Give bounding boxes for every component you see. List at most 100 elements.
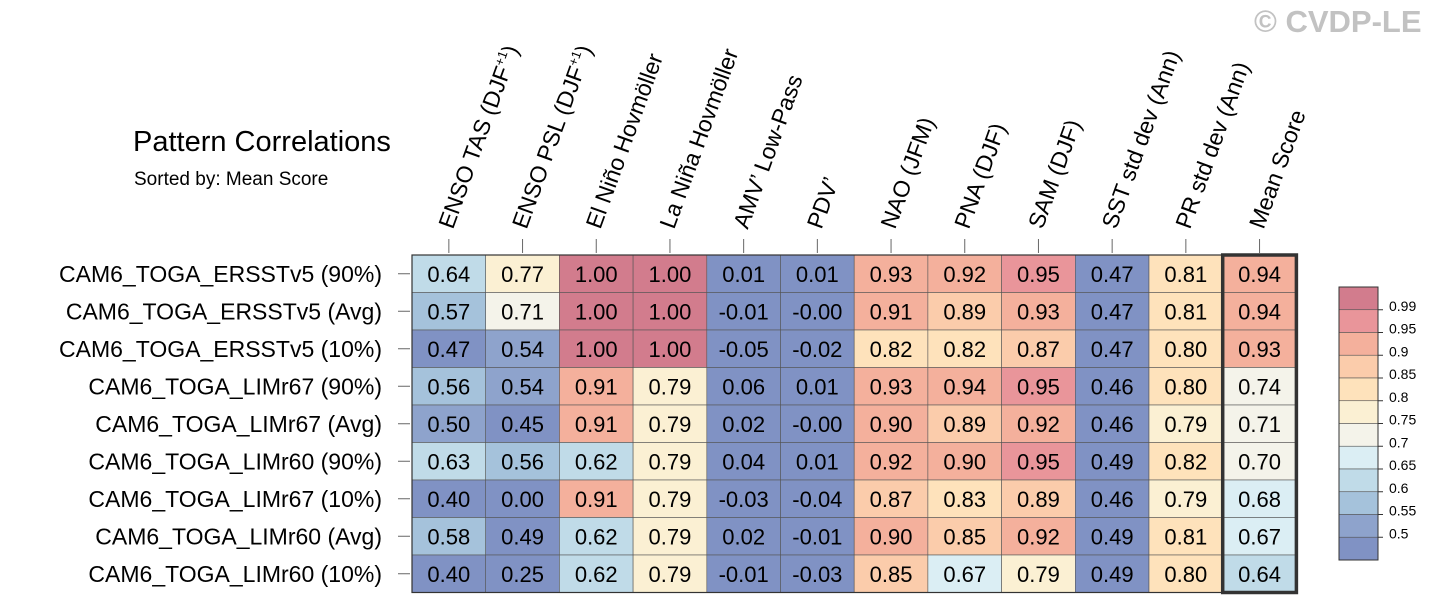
colorbar-segment (1338, 354, 1379, 379)
cell-value: 0.92 (1017, 524, 1060, 549)
cell-value: 0.82 (1164, 449, 1207, 474)
heatmap-cell (1148, 292, 1223, 331)
colorbar-segment (1338, 468, 1379, 493)
cell-value: 0.89 (943, 412, 986, 437)
colorbar-label: 0.9 (1389, 343, 1409, 359)
cell-value: 0.79 (649, 487, 692, 512)
cell-value: 0.04 (722, 449, 765, 474)
heatmap-cell (780, 442, 855, 481)
cell-value: 0.74 (1238, 374, 1281, 399)
cell-value: 0.64 (1238, 562, 1281, 587)
column-label: SAM (DJF) (1023, 116, 1086, 232)
cell-value: 0.89 (943, 299, 986, 324)
cell-value: 0.58 (427, 524, 470, 549)
cell-value: 0.92 (870, 449, 913, 474)
cell-value: 0.01 (796, 449, 839, 474)
chart-title: Pattern Correlations (133, 126, 391, 158)
cell-value: -0.02 (792, 337, 842, 362)
cell-value: 0.79 (649, 449, 692, 474)
heatmap-cell (853, 517, 929, 556)
cell-value: 0.06 (722, 374, 765, 399)
heatmap-cell (411, 554, 486, 593)
colorbar-label: 0.85 (1389, 366, 1416, 382)
heatmap-cell (1222, 292, 1297, 331)
cell-value: 0.91 (575, 412, 618, 437)
heatmap-cell (853, 367, 929, 406)
heatmap-cell (559, 554, 634, 593)
heatmap-cell (485, 254, 560, 293)
heatmap-cell (632, 442, 708, 481)
heatmap-cell (1148, 254, 1223, 293)
heatmap-cell (780, 517, 855, 556)
cell-value: 0.91 (575, 487, 618, 512)
heatmap-cell (927, 254, 1002, 293)
cell-value: 0.02 (722, 412, 765, 437)
heatmap-cell (780, 404, 855, 443)
cell-value: 0.79 (1164, 412, 1207, 437)
colorbar-label: 0.7 (1389, 434, 1409, 450)
column-label: ENSO PSL (DJF+1) (507, 42, 597, 232)
cell-value: 0.79 (649, 524, 692, 549)
heatmap-cell (411, 404, 486, 443)
colorbar-segment (1338, 491, 1379, 515)
heatmap-cell (1075, 329, 1150, 368)
cell-value: 0.56 (427, 374, 470, 399)
heatmap-cell (853, 292, 929, 331)
heatmap-cell (706, 479, 781, 518)
heatmap-cell (780, 329, 855, 368)
heatmap-cell (559, 292, 634, 331)
heatmap-cell (411, 329, 486, 368)
row-label: CAM6_TOGA_ERSSTv5 (Avg) (66, 298, 382, 324)
cell-value: 0.47 (427, 337, 470, 362)
cell-value: 0.62 (575, 449, 618, 474)
cell-value: -0.01 (719, 562, 769, 587)
cell-value: 0.92 (943, 262, 986, 287)
heatmap-cell (780, 479, 855, 518)
heatmap-cell (706, 367, 781, 406)
cell-value: 0.79 (649, 412, 692, 437)
cell-value: 1.00 (575, 337, 618, 362)
cell-value: 0.49 (1091, 524, 1134, 549)
heatmap-cell (927, 404, 1002, 443)
colorbar-segment (1338, 445, 1379, 470)
row-label: CAM6_TOGA_LIMr67 (Avg) (95, 411, 382, 437)
cell-value: -0.03 (792, 562, 842, 587)
column-label: Mean Score (1244, 106, 1311, 231)
cell-value: 0.87 (870, 487, 913, 512)
cell-value: 1.00 (575, 262, 618, 287)
column-label: ENSO TAS (DJF+1) (433, 42, 523, 232)
cell-value: 0.47 (1091, 262, 1134, 287)
cell-value: 0.80 (1164, 562, 1207, 587)
cell-value: 0.82 (870, 337, 913, 362)
cell-value: 0.95 (1017, 262, 1060, 287)
heatmap-cell (853, 329, 929, 368)
cell-value: 0.85 (943, 524, 986, 549)
heatmap-cell (632, 554, 708, 593)
colorbar-label: 0.5 (1389, 525, 1409, 541)
colorbar-segment (1338, 400, 1379, 424)
cell-value: 0.47 (1091, 337, 1134, 362)
mean-score-highlight (1220, 253, 1299, 595)
colorbar-segment (1338, 536, 1379, 561)
cell-value: 0.90 (870, 524, 913, 549)
cell-value: 0.68 (1238, 487, 1281, 512)
colorbar-label: 0.6 (1389, 480, 1409, 496)
cell-value: 0.25 (501, 562, 544, 587)
heatmap-cell (1148, 554, 1223, 593)
heatmap-cell (1001, 479, 1076, 518)
cell-value: 0.40 (427, 487, 470, 512)
heatmap-cell (411, 442, 486, 481)
cell-value: 0.01 (722, 262, 765, 287)
colorbar-label: 0.75 (1389, 412, 1416, 428)
cell-value: 0.71 (1238, 412, 1281, 437)
cell-value: 1.00 (649, 337, 692, 362)
colorbar-label: 0.65 (1389, 457, 1416, 473)
heatmap-cell (1075, 554, 1150, 593)
cell-value: 0.93 (1017, 299, 1060, 324)
colorbar-label: 0.55 (1389, 503, 1416, 519)
heatmap-cell (411, 292, 486, 331)
cell-value: -0.05 (719, 337, 769, 362)
heatmap-cell (853, 442, 929, 481)
watermark: © CVDP-LE (1254, 4, 1422, 39)
heatmap-cell (411, 479, 486, 518)
